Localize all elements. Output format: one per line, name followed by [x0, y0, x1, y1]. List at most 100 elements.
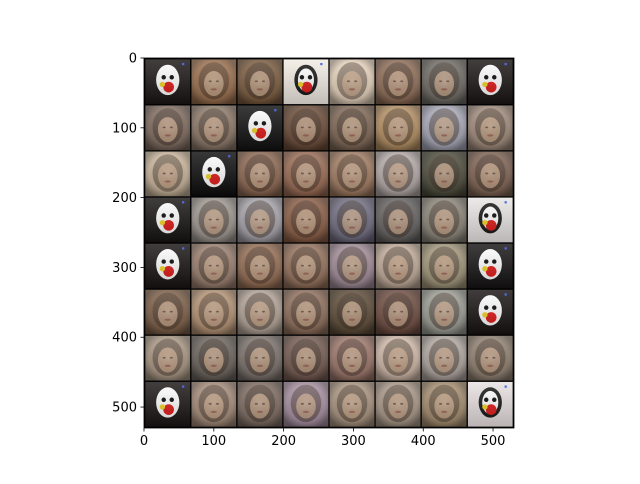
- tile-gloss: [467, 243, 513, 289]
- image-tile-r7-c7: [467, 381, 513, 427]
- image-tile-r7-c1: [191, 381, 237, 427]
- axes-frame: [143, 57, 515, 429]
- tile-gloss: [421, 105, 467, 151]
- tile-gloss: [145, 243, 191, 289]
- tile-gloss: [283, 151, 329, 197]
- tile-gloss: [191, 381, 237, 427]
- image-tile-r6-c5: [375, 335, 421, 381]
- y-tick-label-5: 500: [112, 401, 137, 416]
- image-tile-r3-c7: [467, 197, 513, 243]
- image-tile-r6-c4: [329, 335, 375, 381]
- image-tile-r6-c7: [467, 335, 513, 381]
- image-tile-r1-c1: [191, 105, 237, 151]
- tile-gloss: [421, 243, 467, 289]
- image-tile-r4-c4: [329, 243, 375, 289]
- image-tile-r7-c6: [421, 381, 467, 427]
- tile-gloss: [329, 151, 375, 197]
- image-tile-r3-c2: [237, 197, 283, 243]
- tile-gloss: [191, 59, 237, 105]
- image-tile-r5-c7: [467, 289, 513, 335]
- tile-gloss: [375, 197, 421, 243]
- image-tile-r0-c7: [467, 59, 513, 105]
- image-tile-r1-c7: [467, 105, 513, 151]
- x-tick-label-5: 500: [481, 434, 506, 449]
- tile-gloss: [375, 151, 421, 197]
- tile-gloss: [283, 197, 329, 243]
- image-tile-r1-c3: [283, 105, 329, 151]
- tile-gloss: [421, 59, 467, 105]
- image-tile-r0-c6: [421, 59, 467, 105]
- image-tile-r2-c5: [375, 151, 421, 197]
- tile-gloss: [283, 59, 329, 105]
- image-tile-r2-c2: [237, 151, 283, 197]
- x-tick-label-0: 0: [140, 434, 148, 449]
- image-tile-r4-c2: [237, 243, 283, 289]
- tile-gloss: [329, 59, 375, 105]
- tile-gloss: [145, 105, 191, 151]
- tile-gloss: [237, 243, 283, 289]
- axes-layer: 0 100 200 300 400 500 0 100 200 300 400 500: [112, 52, 515, 449]
- tile-gloss: [467, 381, 513, 427]
- y-tick-label-2: 200: [112, 191, 137, 206]
- image-tile-r6-c6: [421, 335, 467, 381]
- tile-gloss: [145, 289, 191, 335]
- tile-gloss: [191, 289, 237, 335]
- image-tile-r5-c3: [283, 289, 329, 335]
- image-tile-r5-c5: [375, 289, 421, 335]
- y-tick-label-3: 300: [112, 261, 137, 276]
- tile-gloss: [421, 197, 467, 243]
- tile-gloss: [421, 335, 467, 381]
- tile-gloss: [237, 289, 283, 335]
- tile-gloss: [283, 105, 329, 151]
- image-tile-r4-c3: [283, 243, 329, 289]
- image-tile-r5-c1: [191, 289, 237, 335]
- image-tile-r2-c6: [421, 151, 467, 197]
- y-tick-label-0: 0: [129, 52, 137, 67]
- tile-gloss: [375, 335, 421, 381]
- tile-gloss: [375, 289, 421, 335]
- tile-gloss: [467, 105, 513, 151]
- image-tile-r3-c3: [283, 197, 329, 243]
- image-tile-r7-c0: [145, 381, 191, 427]
- image-tile-r5-c6: [421, 289, 467, 335]
- x-tick-label-1: 100: [201, 434, 226, 449]
- tile-gloss: [329, 289, 375, 335]
- image-tile-r5-c2: [237, 289, 283, 335]
- tile-gloss: [329, 197, 375, 243]
- tile-gloss: [191, 243, 237, 289]
- image-tile-r1-c6: [421, 105, 467, 151]
- image-tile-r5-c4: [329, 289, 375, 335]
- tile-gloss: [283, 335, 329, 381]
- tile-gloss: [283, 381, 329, 427]
- tile-gloss: [145, 335, 191, 381]
- tile-gloss: [191, 151, 237, 197]
- tile-gloss: [145, 59, 191, 105]
- image-tile-r6-c0: [145, 335, 191, 381]
- tile-gloss: [145, 381, 191, 427]
- image-tile-r4-c6: [421, 243, 467, 289]
- image-tile-r2-c4: [329, 151, 375, 197]
- y-tick-label-1: 100: [112, 121, 137, 136]
- tile-gloss: [375, 59, 421, 105]
- image-tile-r7-c5: [375, 381, 421, 427]
- tile-gloss: [375, 243, 421, 289]
- tile-gloss: [467, 289, 513, 335]
- tile-gloss: [329, 381, 375, 427]
- tile-gloss: [145, 151, 191, 197]
- tile-gloss: [237, 151, 283, 197]
- tile-gloss: [237, 59, 283, 105]
- tiles-layer: [144, 58, 514, 428]
- image-tile-r7-c2: [237, 381, 283, 427]
- image-tile-r6-c2: [237, 335, 283, 381]
- tile-gloss: [329, 335, 375, 381]
- image-tile-r0-c2: [237, 59, 283, 105]
- image-tile-r3-c6: [421, 197, 467, 243]
- image-tile-r3-c4: [329, 197, 375, 243]
- x-tick-label-4: 400: [411, 434, 436, 449]
- image-tile-r6-c1: [191, 335, 237, 381]
- tile-gloss: [191, 105, 237, 151]
- tile-gloss: [191, 335, 237, 381]
- tile-gloss: [145, 197, 191, 243]
- image-tile-r1-c2: [237, 105, 283, 151]
